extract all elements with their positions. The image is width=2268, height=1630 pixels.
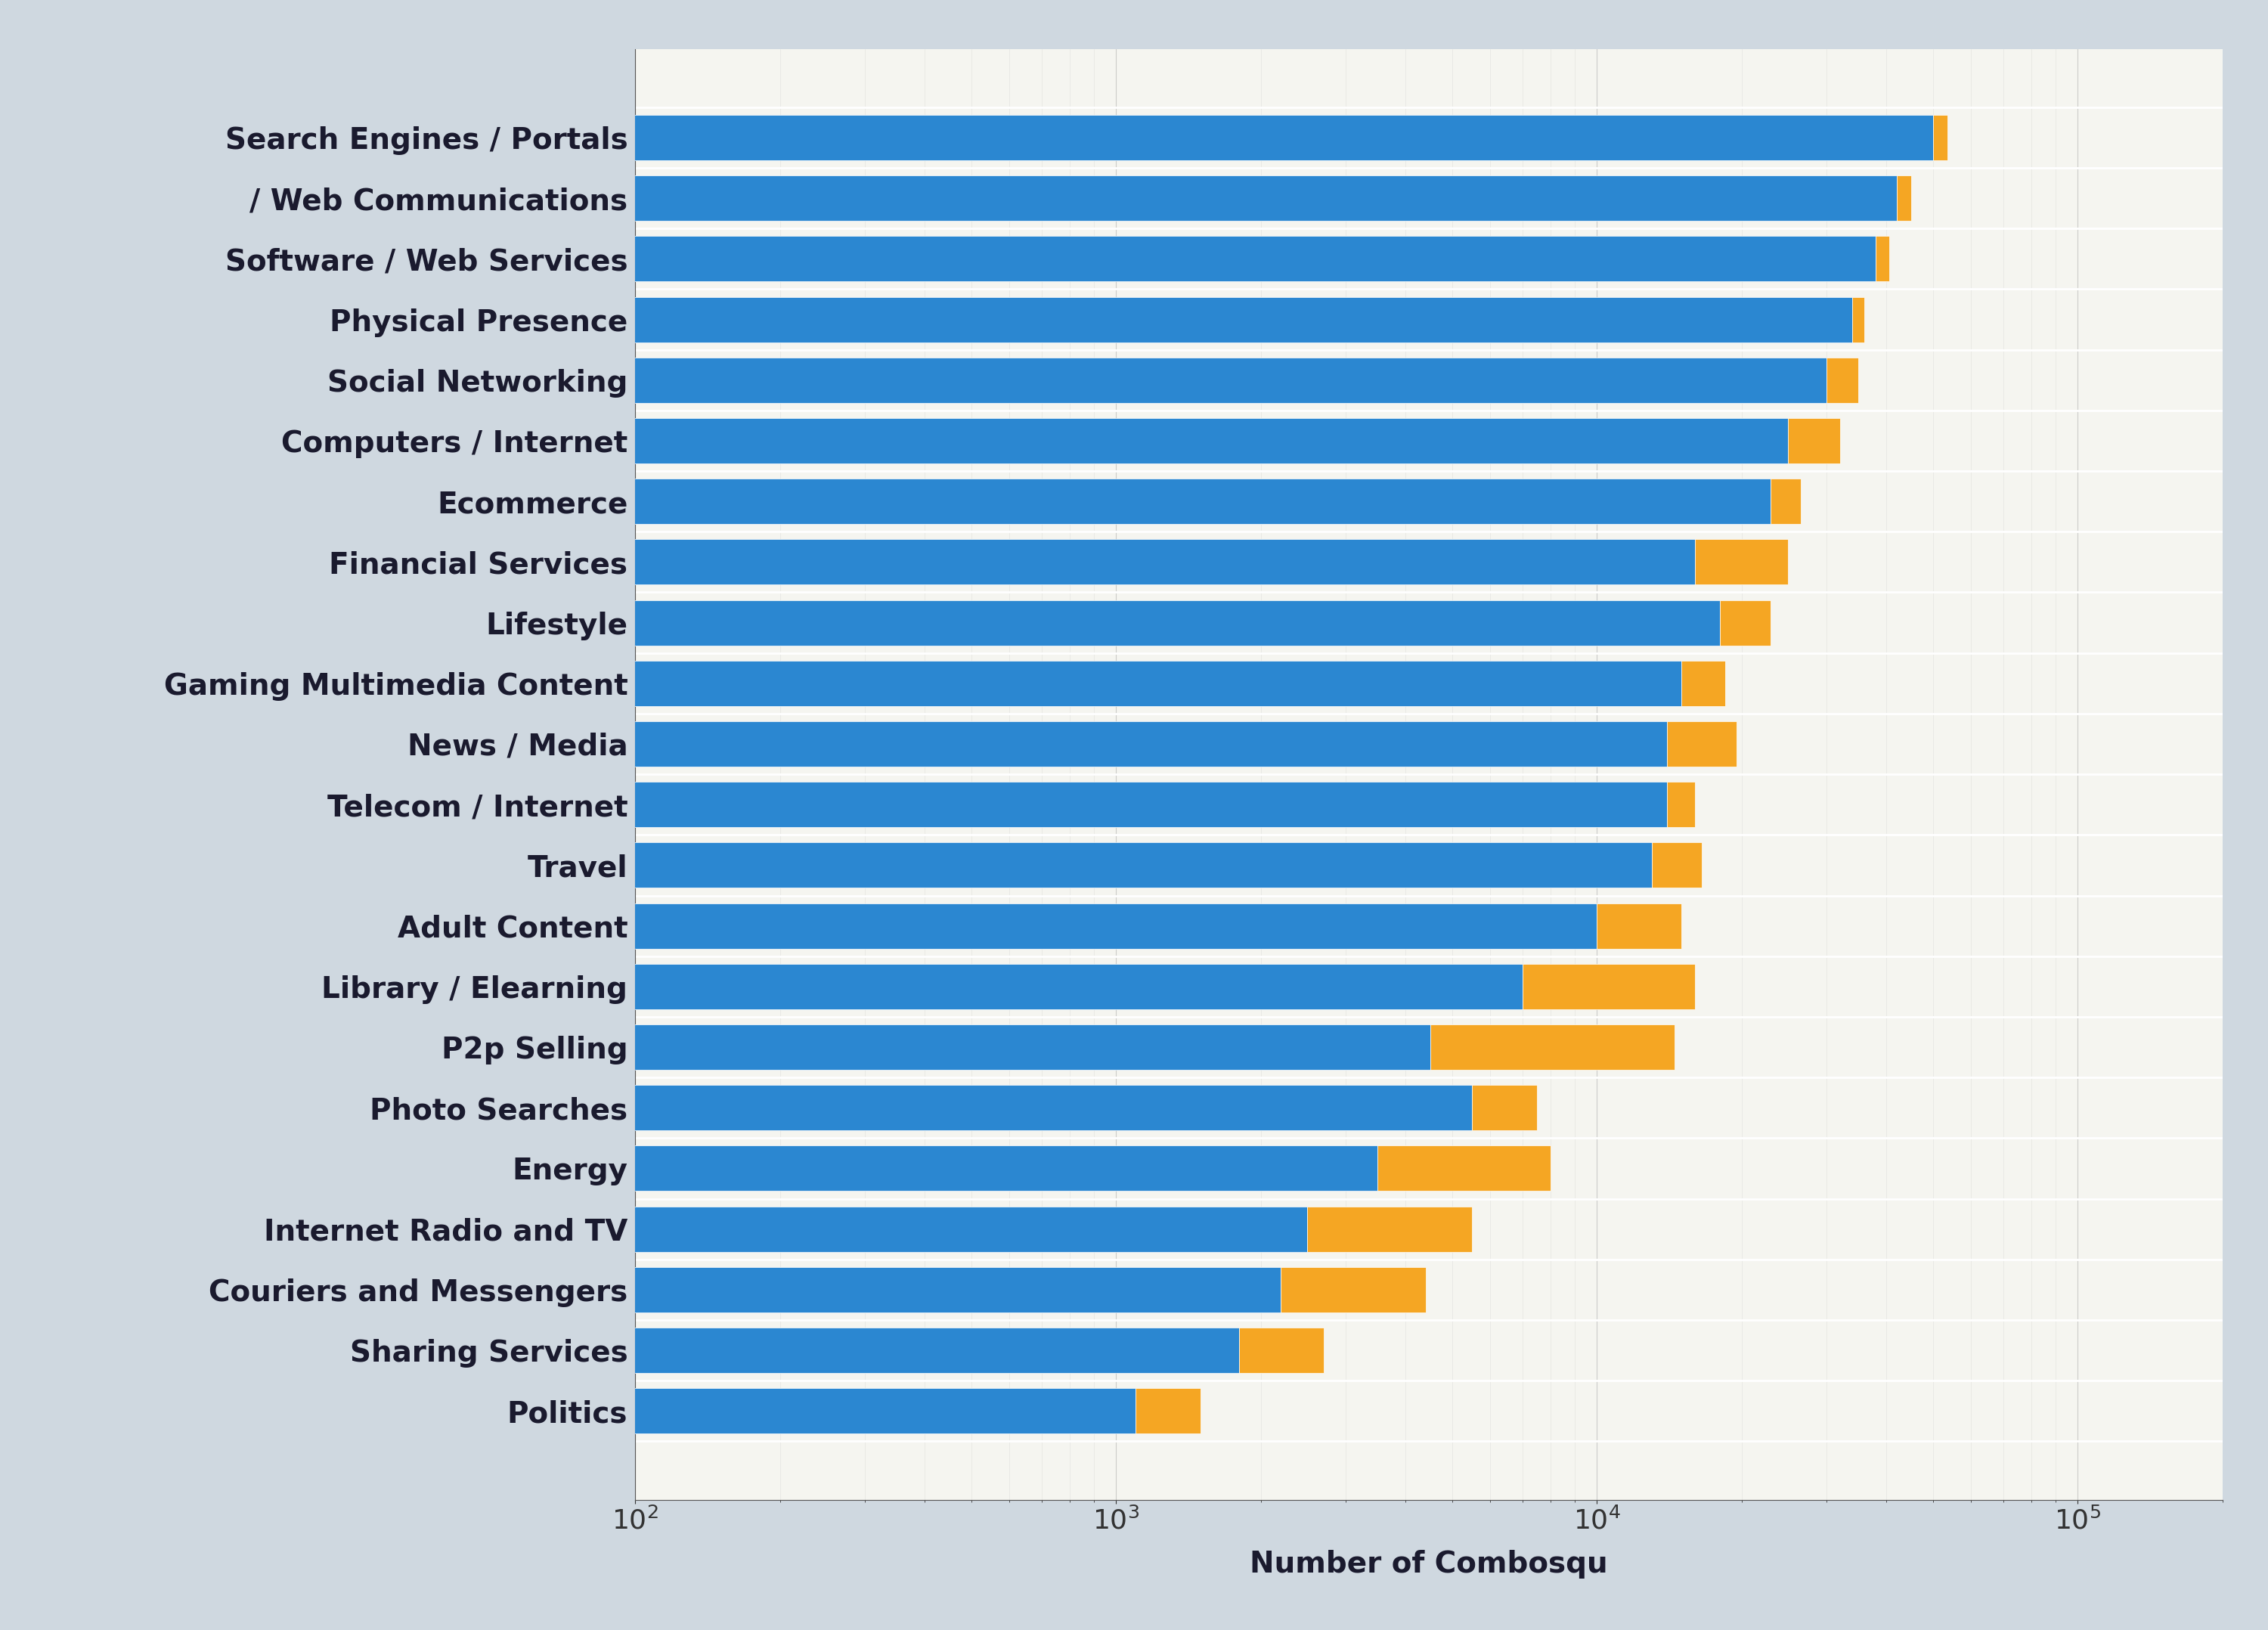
Bar [0, 114, 1932, 160]
Bar [1932, 114, 1948, 160]
Bar [1853, 297, 1864, 342]
Bar [0, 357, 1826, 403]
Bar [1306, 1206, 1472, 1252]
Bar [1876, 236, 1889, 282]
Bar [0, 1024, 1431, 1069]
Bar [1377, 1146, 1551, 1192]
Bar [0, 236, 1876, 282]
Bar [0, 297, 1853, 342]
Bar [1771, 479, 1801, 525]
Bar [1136, 1389, 1200, 1434]
Bar [0, 540, 1694, 585]
Bar [1719, 600, 1771, 645]
Bar [0, 1267, 1281, 1312]
Bar [0, 1327, 1238, 1372]
Bar [1896, 176, 1912, 222]
Bar [0, 479, 1771, 525]
Bar [1667, 782, 1694, 828]
X-axis label: Number of Combosqu: Number of Combosqu [1250, 1550, 1608, 1579]
Bar [0, 903, 1597, 949]
Bar [0, 600, 1719, 645]
Bar [0, 1086, 1472, 1131]
Bar [0, 1146, 1377, 1192]
Bar [1597, 903, 1681, 949]
Bar [1651, 843, 1701, 888]
Bar [1826, 357, 1857, 403]
Bar [0, 843, 1651, 888]
Bar [1522, 963, 1694, 1009]
Bar [0, 176, 1896, 222]
Bar [1281, 1267, 1427, 1312]
Bar [1472, 1086, 1538, 1131]
Bar [0, 1389, 1136, 1434]
Bar [1431, 1024, 1674, 1069]
Bar [1667, 720, 1737, 766]
Bar [0, 963, 1522, 1009]
Bar [1694, 540, 1787, 585]
Bar [1681, 660, 1726, 706]
Bar [1238, 1327, 1325, 1372]
Bar [0, 660, 1681, 706]
Bar [1787, 417, 1839, 463]
Bar [0, 782, 1667, 828]
Bar [0, 720, 1667, 766]
Bar [0, 417, 1787, 463]
Bar [0, 1206, 1306, 1252]
